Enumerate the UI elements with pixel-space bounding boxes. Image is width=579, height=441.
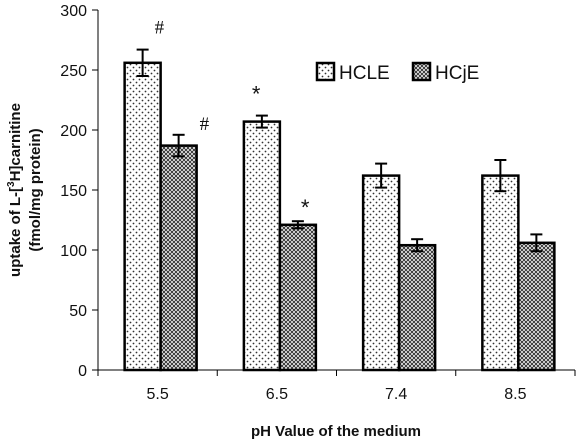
significance-marker: # [155, 18, 165, 39]
error-bars [136, 48, 543, 253]
y-tick-label: 50 [69, 303, 87, 320]
bar-hcje-8.5 [517, 241, 556, 372]
bar-hcje-6.5 [278, 223, 318, 372]
x-tick-label: 6.5 [266, 386, 288, 403]
y-axis-title-part2: H]carnitine [7, 103, 24, 181]
bar-hcje-5.5 [159, 144, 198, 372]
significance-marker: * [301, 195, 310, 220]
y-axis: 0 50 100 150 200 250 300 [60, 3, 98, 380]
annotations: # * # * [155, 18, 310, 221]
legend-label-hcle: HCLE [339, 63, 390, 84]
bar-hcje-7.4 [397, 243, 437, 372]
y-axis-title-part1: uptake of L-[ [7, 187, 24, 277]
legend-label-hcje: HCjE [435, 63, 479, 84]
y-tick-label: 250 [60, 63, 87, 80]
y-tick-label: 0 [78, 363, 87, 380]
y-tick-label: 300 [60, 3, 87, 20]
x-axis: 5.5 6.5 7.4 8.5 [97, 370, 576, 403]
significance-marker: # [200, 114, 210, 135]
x-tick-label: 7.4 [385, 386, 407, 403]
svg-text:uptake of L-[3H]carnitine: uptake of L-[3H]carnitine [6, 103, 24, 277]
x-axis-title: pH Value of the medium [251, 423, 421, 440]
legend-swatch-hcle [315, 61, 336, 82]
bar-hcle-6.5 [242, 120, 282, 372]
bars [123, 61, 556, 372]
y-axis-title-superscript: 3 [6, 181, 17, 187]
significance-marker: * [252, 82, 261, 107]
x-tick-label: 5.5 [147, 386, 169, 403]
legend-swatch-hcje [411, 61, 432, 82]
y-axis-title-line2: (fmol/mg protein) [27, 128, 44, 251]
bar-hcle-8.5 [481, 174, 520, 372]
bar-hcle-5.5 [123, 61, 162, 372]
y-axis-title: uptake of L-[3H]carnitine (fmol/mg prote… [6, 103, 44, 277]
y-tick-label: 100 [60, 243, 87, 260]
x-tick-label: 8.5 [504, 386, 526, 403]
y-tick-label: 200 [60, 123, 87, 140]
y-tick-label: 150 [60, 183, 87, 200]
legend: HCLE HCjE [315, 61, 479, 84]
bar-hcle-7.4 [361, 174, 401, 372]
